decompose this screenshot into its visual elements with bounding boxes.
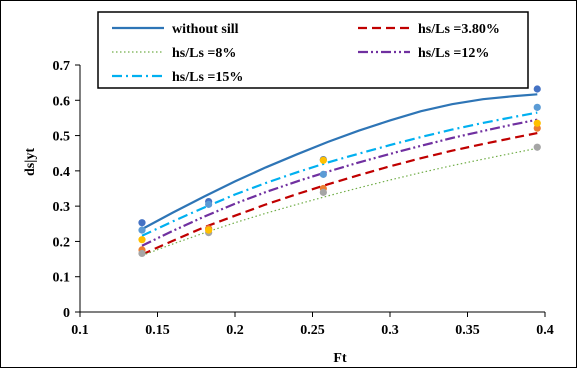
y-tick-label: 0.3 — [53, 200, 71, 215]
data-point-series-4 — [138, 226, 146, 234]
x-tick-label: 0.1 — [71, 323, 89, 338]
legend-label-0: without sill — [172, 22, 239, 37]
series-points — [138, 85, 541, 258]
y-tick-label: 0.2 — [53, 235, 71, 250]
y-tick-label: 0 — [63, 306, 70, 321]
data-point-series-0 — [533, 85, 541, 93]
data-point-series-2 — [533, 143, 541, 151]
y-tick-label: 0.7 — [53, 59, 71, 74]
data-point-series-0 — [138, 219, 146, 227]
x-tick-label: 0.2 — [226, 323, 244, 338]
y-tick-label: 0.4 — [53, 165, 71, 180]
series-line-0 — [141, 93, 538, 231]
y-axis-title: ds|yt — [23, 148, 38, 176]
legend-box — [97, 11, 529, 89]
legend-label-2: hs/Ls =8% — [172, 46, 236, 61]
y-tick-label: 0.1 — [53, 271, 71, 286]
series-line-4 — [141, 111, 538, 237]
series-line-3 — [141, 118, 538, 247]
data-point-series-3 — [138, 236, 146, 244]
legend-label-4: hs/Ls =15% — [172, 70, 243, 85]
legend-label-1: hs/Ls =3.80% — [418, 22, 500, 37]
x-tick-label: 0.25 — [300, 323, 325, 338]
data-point-series-2 — [319, 188, 327, 196]
data-point-series-2 — [138, 249, 146, 258]
x-tick-label: 0.35 — [455, 323, 480, 338]
data-point-series-3 — [533, 119, 541, 127]
y-tick-label: 0.5 — [53, 130, 71, 145]
legend: without sill hs/Ls =3.80% hs/Ls =8% hs/Ls =… — [97, 11, 529, 89]
data-point-series-1 — [533, 124, 541, 132]
x-tick-label: 0.15 — [145, 323, 170, 338]
data-point-series-4 — [319, 170, 327, 178]
series-lines — [141, 93, 538, 257]
data-point-series-3 — [205, 226, 213, 234]
data-point-series-4 — [205, 200, 213, 208]
y-tick-label: 0.6 — [53, 94, 71, 109]
x-tick-label: 0.3 — [381, 323, 399, 338]
legend-label-3: hs/Ls =12% — [418, 46, 489, 61]
series-line-2 — [141, 147, 538, 257]
x-tick-label: 0.4 — [536, 323, 554, 338]
axes: 0.1 0.15 0.2 0.25 0.3 0.35 0.400.10.20.30.40.5… — [53, 59, 554, 338]
data-point-series-3 — [319, 156, 327, 164]
x-axis-title: Ft — [333, 351, 347, 366]
data-point-series-4 — [533, 103, 541, 111]
